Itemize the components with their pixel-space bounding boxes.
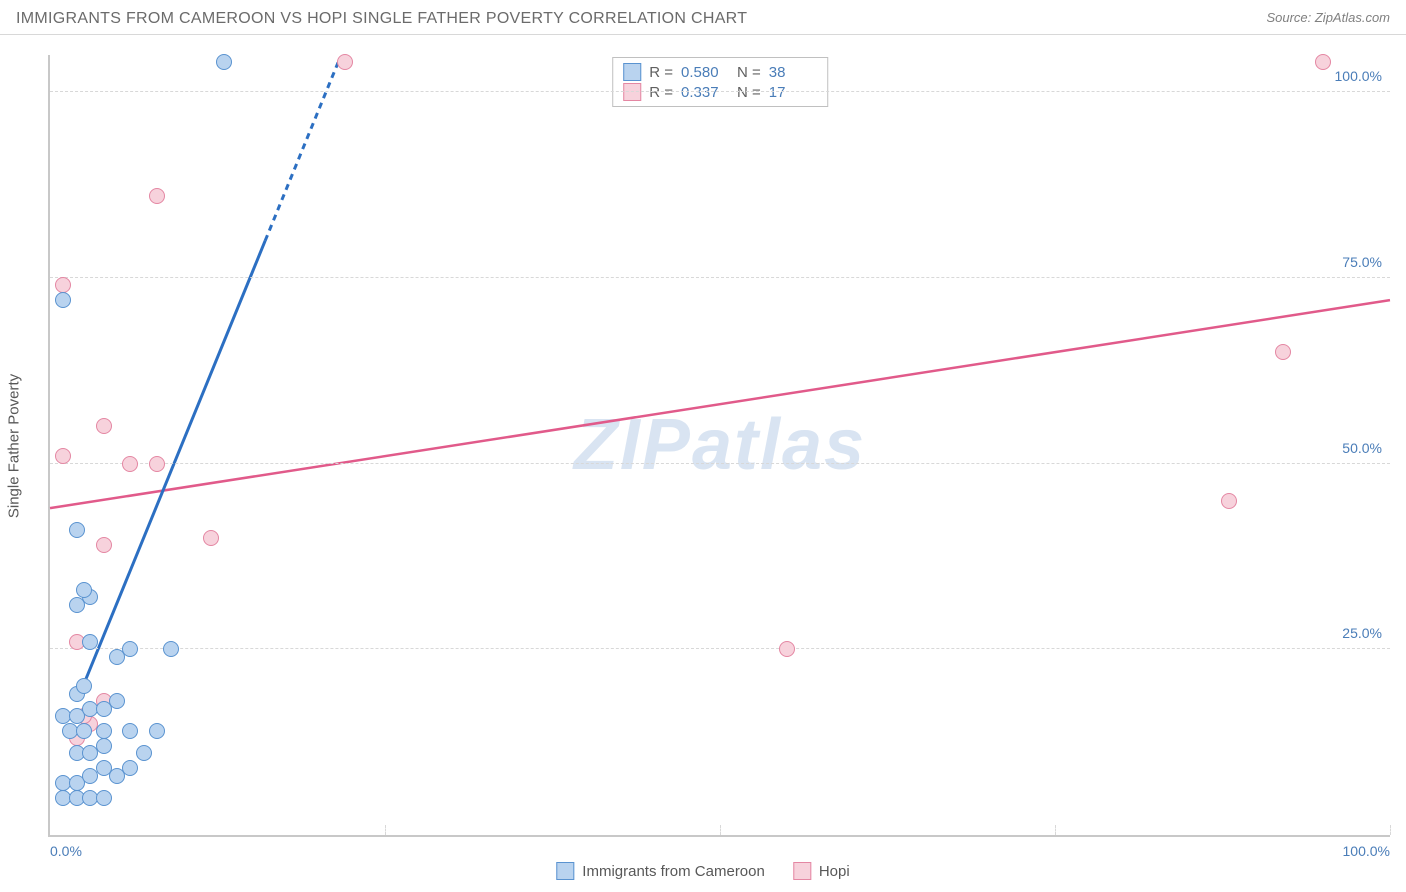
- scatter-point: [76, 582, 92, 598]
- legend-swatch: [623, 63, 641, 81]
- y-tick-label: 75.0%: [1342, 254, 1382, 270]
- scatter-point: [55, 277, 71, 293]
- trend-line: [50, 300, 1390, 508]
- scatter-plot-area: ZIPatlas R =0.580N =38R =0.337N =17 25.0…: [48, 55, 1390, 837]
- scatter-point: [216, 54, 232, 70]
- scatter-point: [136, 745, 152, 761]
- legend-r-label: R =: [649, 64, 673, 81]
- x-tick-label: 100.0%: [1343, 843, 1390, 859]
- scatter-point: [149, 723, 165, 739]
- source-attribution: Source: ZipAtlas.com: [1266, 10, 1390, 25]
- legend-item: Hopi: [793, 862, 850, 880]
- scatter-point: [1221, 493, 1237, 509]
- gridline-horizontal: [50, 463, 1390, 464]
- legend-item: Immigrants from Cameroon: [556, 862, 765, 880]
- scatter-point: [149, 456, 165, 472]
- legend-swatch: [793, 862, 811, 880]
- scatter-point: [337, 54, 353, 70]
- x-tick-marker: [1055, 825, 1056, 835]
- scatter-point: [96, 760, 112, 776]
- trend-lines-layer: [50, 55, 1390, 835]
- scatter-point: [1315, 54, 1331, 70]
- y-tick-label: 50.0%: [1342, 440, 1382, 456]
- x-tick-marker: [1390, 825, 1391, 835]
- legend-series-label: Immigrants from Cameroon: [582, 863, 765, 880]
- scatter-point: [203, 530, 219, 546]
- scatter-point: [69, 522, 85, 538]
- gridline-horizontal: [50, 648, 1390, 649]
- x-tick-marker: [385, 825, 386, 835]
- scatter-point: [55, 292, 71, 308]
- scatter-point: [1275, 344, 1291, 360]
- scatter-point: [96, 790, 112, 806]
- y-tick-label: 100.0%: [1335, 68, 1382, 84]
- scatter-point: [76, 723, 92, 739]
- legend-n-value: 38: [769, 64, 817, 81]
- scatter-point: [96, 418, 112, 434]
- legend-series-label: Hopi: [819, 863, 850, 880]
- scatter-point: [96, 738, 112, 754]
- scatter-point: [163, 641, 179, 657]
- correlation-legend: R =0.580N =38R =0.337N =17: [612, 57, 828, 107]
- gridline-horizontal: [50, 277, 1390, 278]
- x-tick-label: 0.0%: [50, 843, 82, 859]
- legend-n-label: N =: [737, 64, 761, 81]
- y-tick-label: 25.0%: [1342, 625, 1382, 641]
- trend-line: [265, 62, 338, 240]
- scatter-point: [82, 634, 98, 650]
- legend-swatch: [556, 862, 574, 880]
- scatter-point: [122, 456, 138, 472]
- legend-row: R = 0.580 N = 38: [623, 62, 817, 82]
- series-legend: Immigrants from Cameroon Hopi: [556, 862, 849, 880]
- scatter-point: [76, 678, 92, 694]
- scatter-point: [122, 760, 138, 776]
- legend-r-value: 0.580: [681, 64, 729, 81]
- scatter-point: [96, 723, 112, 739]
- scatter-point: [109, 693, 125, 709]
- scatter-point: [122, 723, 138, 739]
- y-axis-label: Single Father Poverty: [6, 374, 23, 518]
- x-tick-marker: [720, 825, 721, 835]
- gridline-horizontal: [50, 91, 1390, 92]
- scatter-point: [122, 641, 138, 657]
- chart-title: IMMIGRANTS FROM CAMEROON VS HOPI SINGLE …: [16, 10, 747, 28]
- scatter-point: [55, 448, 71, 464]
- scatter-point: [779, 641, 795, 657]
- trend-line: [77, 241, 265, 702]
- scatter-point: [149, 188, 165, 204]
- header-divider: [0, 34, 1406, 35]
- scatter-point: [96, 537, 112, 553]
